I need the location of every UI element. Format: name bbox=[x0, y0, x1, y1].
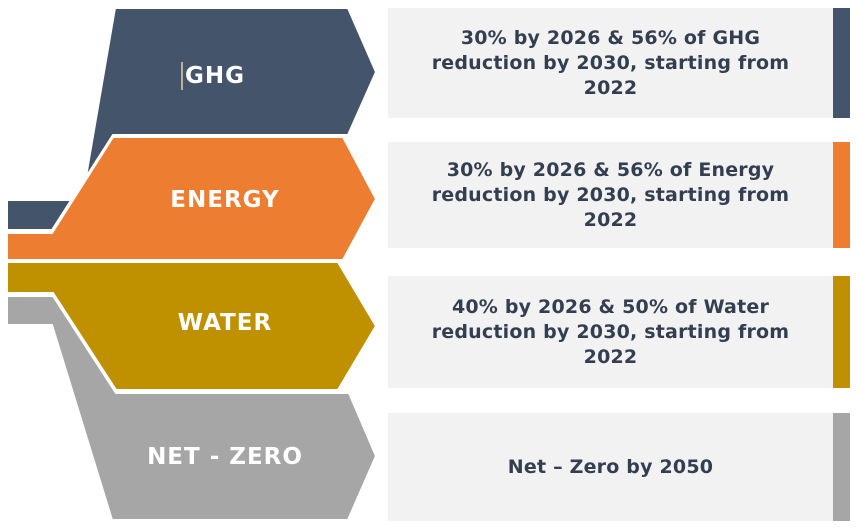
energy-target-text: 30% by 2026 & 56% of Energy reduction by… bbox=[431, 158, 790, 231]
ghg-accent-bar bbox=[833, 8, 850, 118]
netzero-target-text: Net – Zero by 2050 bbox=[507, 455, 714, 478]
text-cursor-artifact bbox=[181, 62, 183, 90]
water-arrow-shape bbox=[6, 261, 378, 391]
energy-accent-bar bbox=[833, 142, 850, 248]
water-info-box-body: 40% by 2026 & 50% of Water reduction by … bbox=[388, 276, 833, 388]
netzero-info-box: Net – Zero by 2050 bbox=[388, 413, 850, 521]
water-arrow-label: WATER bbox=[178, 310, 272, 336]
netzero-arrow-label: NET - ZERO bbox=[147, 444, 303, 470]
netzero-accent-bar bbox=[833, 413, 850, 521]
energy-arrow-label: ENERGY bbox=[170, 187, 279, 213]
energy-arrow-shape bbox=[6, 136, 378, 261]
energy-info-box-body: 30% by 2026 & 56% of Energy reduction by… bbox=[388, 142, 833, 248]
ghg-info-box: 30% by 2026 & 56% of GHG reduction by 20… bbox=[388, 8, 850, 118]
ghg-info-box-body: 30% by 2026 & 56% of GHG reduction by 20… bbox=[388, 8, 833, 118]
ribbon-arrows-diagram: GHG ENERGY WATER NET - ZERO bbox=[6, 7, 378, 521]
water-info-box: 40% by 2026 & 50% of Water reduction by … bbox=[388, 276, 850, 388]
ghg-target-text: 30% by 2026 & 56% of GHG reduction by 20… bbox=[431, 26, 790, 99]
ghg-arrow-shape bbox=[6, 7, 378, 231]
ghg-arrow-label: GHG bbox=[185, 63, 245, 89]
water-target-text: 40% by 2026 & 50% of Water reduction by … bbox=[431, 295, 790, 368]
netzero-arrow-shape bbox=[6, 295, 378, 521]
water-accent-bar bbox=[833, 276, 850, 388]
netzero-info-box-body: Net – Zero by 2050 bbox=[388, 413, 833, 521]
energy-info-box: 30% by 2026 & 56% of Energy reduction by… bbox=[388, 142, 850, 248]
